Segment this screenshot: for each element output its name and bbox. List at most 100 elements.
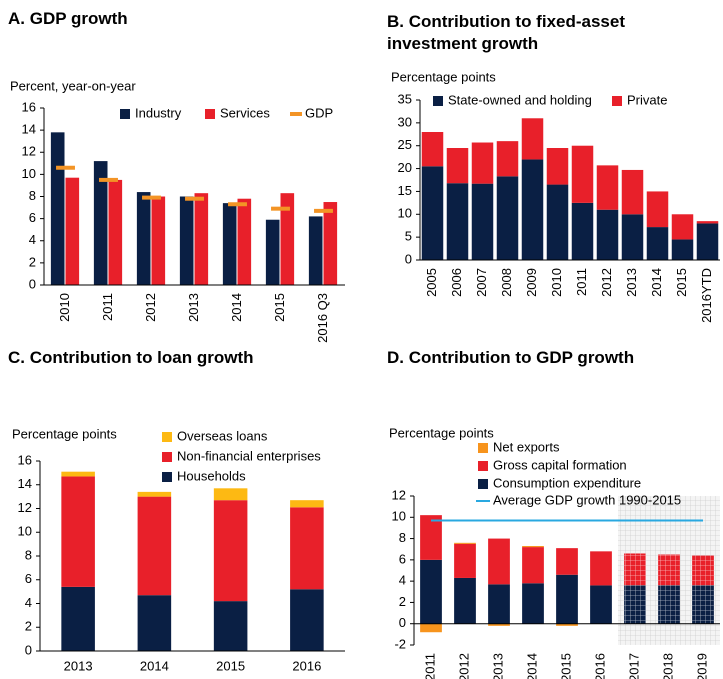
marker — [185, 196, 204, 201]
x-tick-label: 2013 — [490, 653, 505, 679]
y-tick-label: 4 — [25, 595, 32, 610]
y-tick-label: 10 — [18, 524, 32, 539]
bar — [237, 198, 252, 285]
x-tick-label: 2016YTD — [699, 268, 714, 323]
x-tick-label: 2015 — [558, 653, 573, 679]
y-tick-label: 2 — [25, 619, 32, 634]
y-tick-label: 8 — [29, 188, 36, 203]
legend-label: Households — [177, 468, 246, 483]
y-tick-label: 6 — [25, 571, 32, 586]
y-axis-label: Percentage points — [391, 69, 496, 84]
bar-segment — [546, 184, 569, 260]
forecast-overlay — [692, 555, 714, 624]
x-tick-label: 2008 — [499, 268, 514, 297]
legend-label: Industry — [135, 105, 182, 120]
legend-swatch — [120, 109, 130, 119]
bar-segment — [496, 141, 519, 177]
x-tick-label: 2016 Q3 — [315, 293, 330, 343]
bar-segment — [213, 500, 248, 602]
y-tick-label: 30 — [398, 114, 412, 129]
bar-segment — [522, 583, 544, 624]
legend-label: State-owned and holding — [448, 92, 592, 107]
bar-segment — [213, 488, 248, 501]
legend-label: GDP — [305, 105, 333, 120]
x-tick-label: 2012 — [456, 653, 471, 679]
legend-label: Average GDP growth 1990-2015 — [493, 492, 681, 507]
y-tick-label: 2 — [399, 594, 406, 609]
x-tick-label: 2012 — [143, 293, 158, 322]
legend-label: Private — [627, 92, 667, 107]
bar-segment — [290, 589, 324, 651]
bar-segment — [521, 118, 544, 160]
chart-title: C. Contribution to loan growth — [8, 348, 254, 367]
y-tick-label: 35 — [398, 91, 412, 106]
bar-segment — [556, 548, 578, 575]
x-tick-label: 2019 — [694, 653, 709, 679]
bar-segment — [621, 214, 644, 260]
bar-segment — [671, 214, 694, 240]
y-tick-label: 20 — [398, 160, 412, 175]
x-tick-label: 2015 — [216, 658, 245, 673]
bar-segment — [571, 202, 594, 260]
bar-segment — [496, 176, 519, 260]
marker — [142, 195, 161, 200]
bar — [194, 193, 209, 285]
y-tick-label: 10 — [398, 206, 412, 221]
bar-segment — [137, 491, 172, 497]
bar-segment — [671, 239, 694, 260]
x-tick-label: 2014 — [140, 658, 169, 673]
x-tick-label: 2018 — [660, 653, 675, 679]
x-tick-label: 2014 — [524, 653, 539, 679]
legend-label: Non-financial enterprises — [177, 448, 321, 463]
y-tick-label: 25 — [398, 137, 412, 152]
y-tick-label: 10 — [22, 166, 36, 181]
y-tick-label: 8 — [399, 530, 406, 545]
legend-swatch — [433, 96, 443, 106]
bar-segment — [546, 148, 569, 185]
bar-segment — [471, 183, 494, 260]
y-tick-label: 0 — [399, 615, 406, 630]
chart-title: B. Contribution to fixed-asset investmen… — [387, 12, 625, 53]
bar-segment — [421, 132, 444, 167]
bar-segment — [213, 601, 248, 651]
forecast-overlay — [658, 554, 680, 624]
legend-label: Services — [220, 105, 270, 120]
bar — [308, 216, 323, 285]
bar-segment — [454, 543, 476, 578]
y-tick-label: 6 — [399, 551, 406, 566]
legend-swatch — [290, 112, 302, 116]
x-tick-label: 2016 — [592, 653, 607, 679]
bar — [280, 193, 295, 285]
x-tick-label: 2014 — [649, 268, 664, 297]
bar-segment — [488, 538, 510, 585]
marker — [271, 206, 290, 211]
x-tick-label: 2013 — [64, 658, 93, 673]
bar-segment — [290, 500, 324, 508]
x-tick-label: 2006 — [449, 268, 464, 297]
bar-segment — [596, 165, 619, 210]
marker — [228, 202, 247, 207]
bar — [108, 179, 123, 285]
bar-segment — [596, 209, 619, 260]
y-axis-label: Percent, year-on-year — [10, 78, 136, 93]
bar-segment — [590, 551, 612, 586]
x-tick-label: 2016 — [292, 658, 321, 673]
legend-swatch — [162, 472, 172, 482]
legend-swatch — [478, 443, 488, 453]
y-tick-label: 0 — [25, 642, 32, 657]
bar-segment — [696, 223, 719, 260]
bar-segment — [61, 471, 95, 477]
bar-segment — [446, 148, 469, 184]
chart-title: A. GDP growth — [8, 9, 128, 28]
y-tick-label: 14 — [18, 476, 32, 491]
bar-segment — [696, 221, 719, 224]
y-tick-label: 0 — [29, 276, 36, 291]
y-axis-label: Percentage points — [12, 426, 117, 441]
bar-segment — [454, 542, 476, 544]
x-tick-label: 2013 — [186, 293, 201, 322]
x-tick-label: 2012 — [599, 268, 614, 297]
y-tick-label: -2 — [394, 636, 406, 651]
marker — [56, 165, 75, 170]
y-tick-label: 12 — [22, 144, 36, 159]
